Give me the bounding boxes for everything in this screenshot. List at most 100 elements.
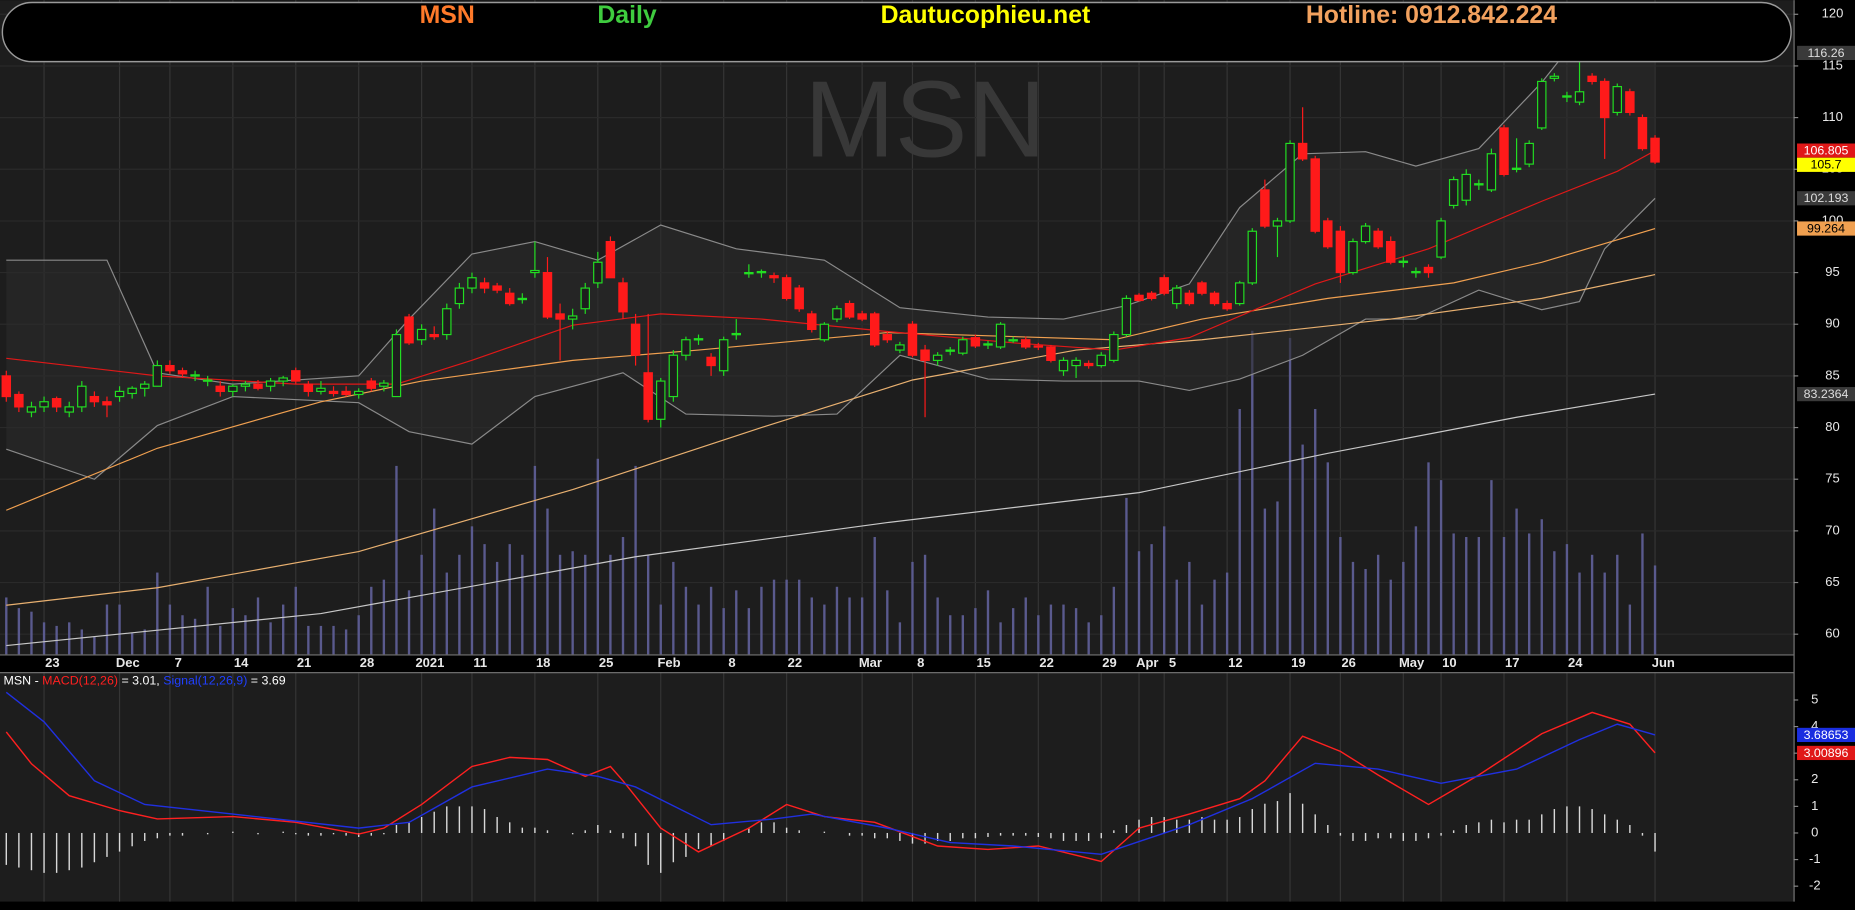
volume-bar xyxy=(357,615,360,655)
x-tick-label: Jun xyxy=(1652,655,1675,670)
watermark: MSN xyxy=(804,59,1046,181)
candle-body xyxy=(756,270,767,274)
y-tick-label: 65 xyxy=(1825,574,1839,589)
candle-body xyxy=(140,383,150,389)
indicator-line xyxy=(6,393,1656,647)
x-tick-label: 8 xyxy=(728,655,735,670)
header-hotline: Hotline: 0912.842.224 xyxy=(1306,2,1557,29)
macd-panel xyxy=(0,672,1794,902)
volume-bar xyxy=(495,561,499,655)
x-tick-label: 10 xyxy=(1442,655,1456,670)
x-tick-label: 15 xyxy=(976,655,990,670)
volume-bar xyxy=(68,622,71,655)
x-tick-label: Feb xyxy=(657,655,680,670)
volume-bar xyxy=(1553,551,1556,655)
candle-body xyxy=(1159,277,1169,294)
value-tag-label: 105.7 xyxy=(1810,158,1841,172)
indicator-line xyxy=(6,34,1656,385)
y-tick-label: 60 xyxy=(1825,626,1839,641)
candle-body xyxy=(1197,282,1207,294)
candle-body xyxy=(895,344,905,351)
volume-bar xyxy=(1389,579,1392,655)
volume-bar xyxy=(621,537,625,655)
volume-bar xyxy=(1213,579,1216,655)
x-tick-label: Apr xyxy=(1136,655,1158,670)
volume-bar xyxy=(105,604,109,655)
volume-bar xyxy=(810,597,813,655)
volume-bar xyxy=(30,611,33,655)
candle-body xyxy=(479,282,490,289)
candle-body xyxy=(706,356,716,367)
candle-body xyxy=(278,377,288,382)
candle-body xyxy=(555,313,565,320)
volume-bar xyxy=(1074,608,1078,655)
volume-bar xyxy=(219,625,222,655)
x-tick-label: May xyxy=(1399,655,1425,670)
candle-body xyxy=(857,313,867,320)
volume-bar xyxy=(1011,608,1015,655)
candle-body xyxy=(303,383,314,392)
candle-body xyxy=(983,343,993,346)
header-bar xyxy=(1,1,1792,63)
volume-bar xyxy=(1163,526,1166,655)
volume-bar xyxy=(143,629,146,655)
value-tag xyxy=(1797,157,1855,172)
x-tick-label: 7 xyxy=(175,655,182,670)
volume-bar xyxy=(1150,544,1153,655)
macd-line xyxy=(5,711,1656,863)
x-tick-label: 23 xyxy=(45,655,59,670)
volume-bar xyxy=(181,615,184,655)
candle-body xyxy=(1297,142,1308,160)
volume-bar xyxy=(80,629,83,655)
candle-body xyxy=(1537,80,1547,129)
volume-bar xyxy=(735,590,738,655)
candle-body xyxy=(14,393,24,408)
y-tick-label: 0 xyxy=(1811,824,1818,839)
volume-bar xyxy=(823,604,826,655)
candle-body xyxy=(1058,359,1069,372)
volume-bar xyxy=(130,633,134,655)
volume-bar xyxy=(1238,409,1241,655)
volume-bar xyxy=(1351,561,1355,655)
value-tag xyxy=(1797,727,1855,743)
volume-bar xyxy=(1427,462,1430,655)
candle-body xyxy=(39,401,49,408)
candle-body xyxy=(1285,142,1295,222)
volume-bar xyxy=(1364,569,1367,655)
volume-bar xyxy=(923,554,927,655)
candle-body xyxy=(593,261,603,284)
volume-bar xyxy=(1578,572,1581,655)
volume-bar xyxy=(521,554,524,655)
volume-bar xyxy=(1024,597,1027,655)
candle-body xyxy=(64,406,74,413)
candle-body xyxy=(958,339,968,354)
volume-bar xyxy=(370,586,373,655)
volume-bar xyxy=(1477,537,1481,655)
volume-bar xyxy=(193,618,197,655)
candle-body xyxy=(907,323,918,356)
candle-body xyxy=(1184,292,1195,305)
volume-bar xyxy=(722,608,725,655)
volume-bar xyxy=(244,615,247,655)
candle-body xyxy=(744,271,754,275)
volume-bar xyxy=(1515,508,1518,655)
candle-body xyxy=(240,383,251,387)
candle-body xyxy=(215,385,225,392)
volume-bar xyxy=(269,622,272,655)
volume-bar xyxy=(760,586,763,655)
candle-body xyxy=(366,380,377,389)
candle-body xyxy=(618,282,628,313)
candle-body xyxy=(567,315,578,320)
volume-bar xyxy=(395,465,398,655)
candle-body xyxy=(1,375,12,398)
header-symbol: MSN xyxy=(420,2,475,29)
volume-bar xyxy=(382,579,386,655)
volume-bar xyxy=(1452,533,1455,655)
macd-legend-part: = 3.01, xyxy=(118,674,163,688)
value-tag xyxy=(1797,191,1855,206)
y-tick-label: 120 xyxy=(1822,6,1844,21)
volume-bar xyxy=(1188,561,1191,655)
volume-bar xyxy=(646,554,650,655)
candle-body xyxy=(26,406,37,413)
candle-body xyxy=(1411,270,1421,274)
